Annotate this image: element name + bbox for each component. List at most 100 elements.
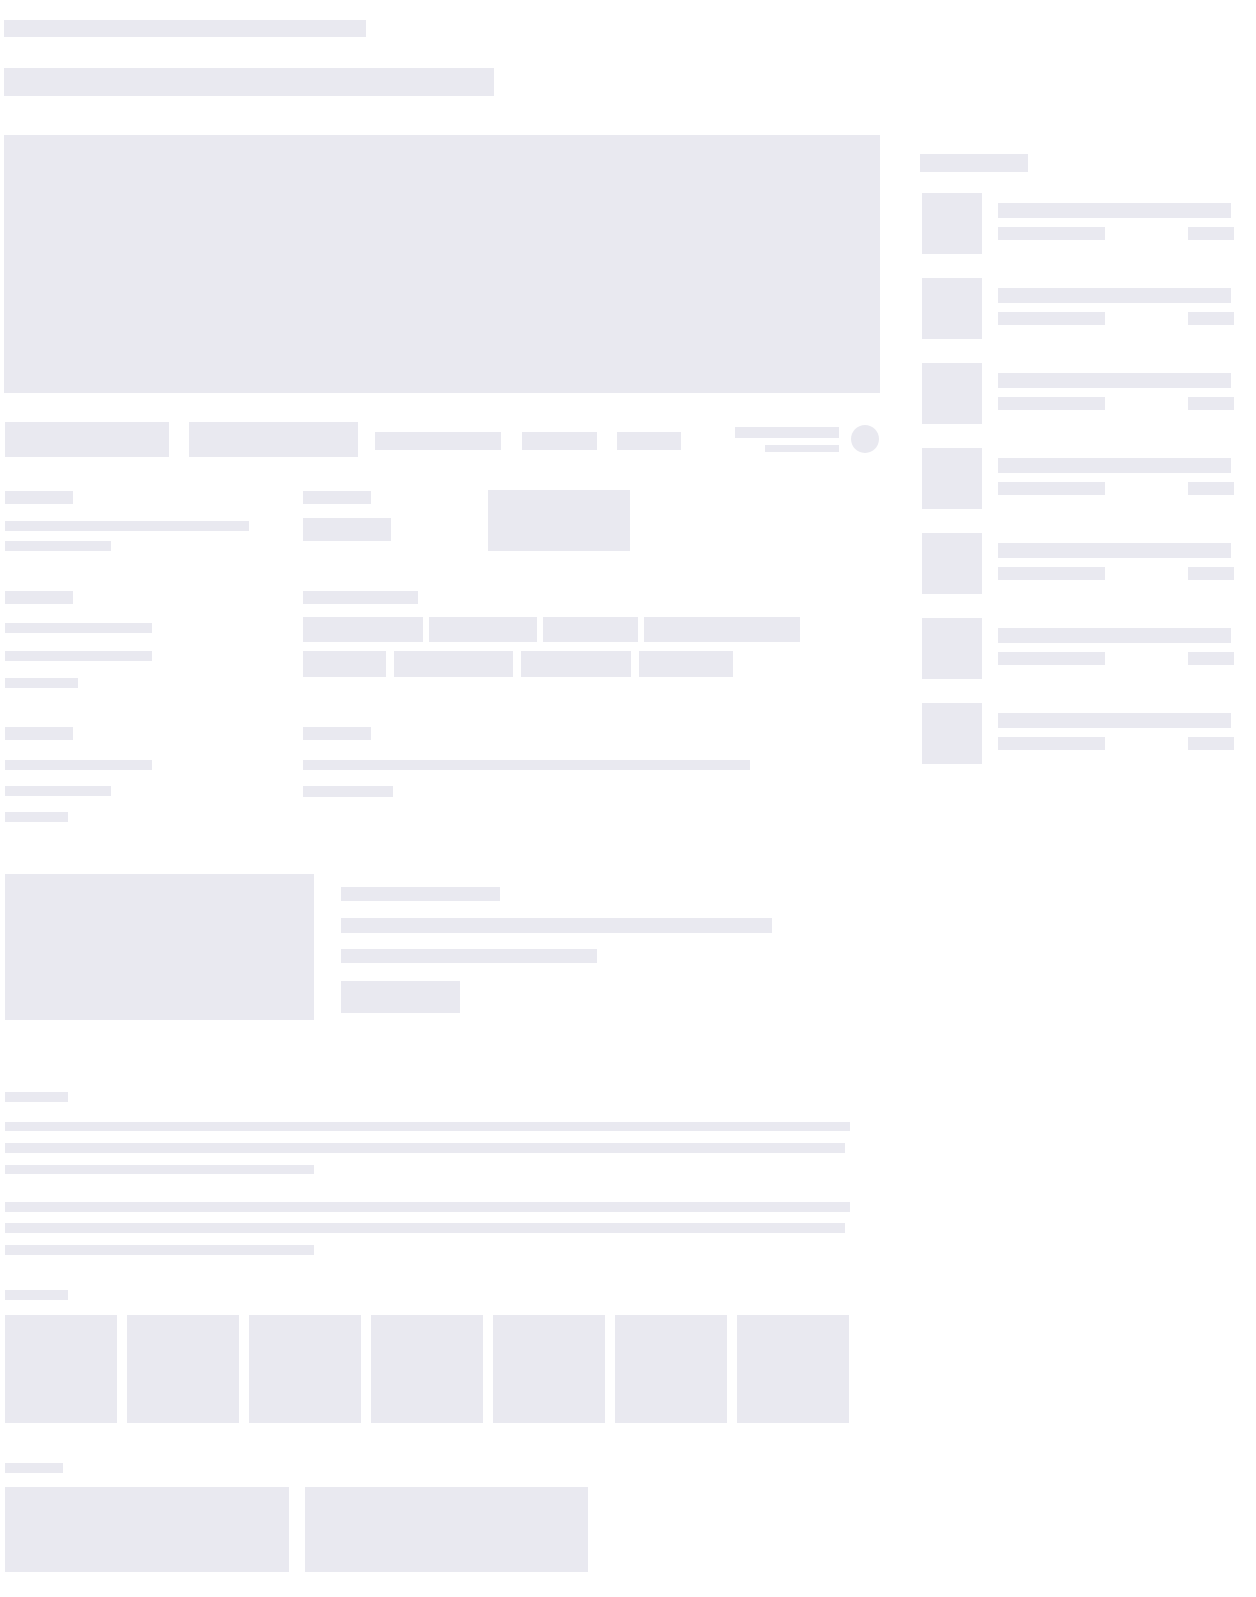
secondary-button-placeholder xyxy=(189,422,358,457)
related-thumbnail-placeholder xyxy=(922,278,982,339)
gallery-thumbnail-placeholder xyxy=(737,1315,849,1423)
related-meta-placeholder xyxy=(998,397,1105,410)
primary-button-placeholder xyxy=(5,422,169,457)
related-thumbnail-placeholder xyxy=(922,703,982,764)
tag-chip-placeholder xyxy=(429,617,537,642)
related-thumbnail-placeholder xyxy=(922,533,982,594)
card-title-placeholder xyxy=(341,887,500,901)
related-thumbnail-placeholder xyxy=(922,193,982,254)
sidebar-header-placeholder xyxy=(920,154,1028,172)
gallery-thumbnail-placeholder xyxy=(249,1315,361,1423)
gallery-thumbnail-placeholder xyxy=(5,1315,117,1423)
badge-block-placeholder xyxy=(488,490,630,551)
related-duration-placeholder xyxy=(1188,312,1234,325)
meta-line-placeholder xyxy=(303,760,750,770)
meta-line-placeholder xyxy=(5,623,152,633)
paragraph-line-placeholder xyxy=(5,1202,850,1212)
avatar-placeholder xyxy=(851,425,879,453)
tag-chip-row xyxy=(303,651,733,677)
paragraph-line-placeholder xyxy=(5,1245,314,1255)
related-thumbnail-placeholder xyxy=(922,363,982,424)
tag-chip-placeholder xyxy=(639,651,733,677)
related-thumbnail-placeholder xyxy=(922,618,982,679)
breadcrumb-placeholder xyxy=(4,20,366,37)
related-duration-placeholder xyxy=(1188,737,1234,750)
paragraph-line-placeholder xyxy=(5,1165,314,1174)
related-item-placeholder xyxy=(922,278,1237,339)
related-duration-placeholder xyxy=(1188,227,1234,240)
byline-placeholder xyxy=(735,427,839,438)
section-label-placeholder xyxy=(5,1092,68,1102)
related-title-placeholder xyxy=(998,628,1231,643)
related-title-placeholder xyxy=(998,458,1231,473)
gallery-thumbnail-placeholder xyxy=(615,1315,727,1423)
related-meta-placeholder xyxy=(998,737,1105,750)
related-list xyxy=(922,193,1237,788)
section-label-placeholder xyxy=(5,1463,63,1473)
related-meta-placeholder xyxy=(998,567,1105,580)
related-item-placeholder xyxy=(922,193,1237,254)
related-title-placeholder xyxy=(998,203,1231,218)
meta-line-placeholder xyxy=(5,760,152,770)
tag-chip-placeholder xyxy=(394,651,513,677)
related-meta-placeholder xyxy=(998,482,1105,495)
stat-bar-placeholder xyxy=(522,432,597,450)
related-duration-placeholder xyxy=(1188,567,1234,580)
gallery-thumbnail-placeholder xyxy=(371,1315,483,1423)
tag-chip-placeholder xyxy=(521,651,631,677)
paragraph-line-placeholder xyxy=(5,1122,850,1131)
meta-line-placeholder xyxy=(5,786,111,796)
related-duration-placeholder xyxy=(1188,652,1234,665)
meta-line-placeholder xyxy=(5,521,249,531)
tag-chip-placeholder xyxy=(644,617,800,642)
card-line-placeholder xyxy=(341,918,772,933)
section-label-placeholder xyxy=(303,727,371,740)
card-image-placeholder xyxy=(5,874,314,1020)
gallery-thumbnail-placeholder xyxy=(493,1315,605,1423)
related-meta-placeholder xyxy=(998,652,1105,665)
section-label-placeholder xyxy=(5,591,73,604)
tag-chip-row xyxy=(303,617,800,642)
meta-line-placeholder xyxy=(5,812,68,822)
related-meta-placeholder xyxy=(998,312,1105,325)
section-label-placeholder xyxy=(303,591,418,604)
tag-chip-placeholder xyxy=(303,617,423,642)
section-label-placeholder xyxy=(303,491,371,504)
related-item-placeholder xyxy=(922,533,1237,594)
related-meta-placeholder xyxy=(998,227,1105,240)
meta-line-placeholder xyxy=(5,541,111,551)
hero-media-placeholder xyxy=(4,135,880,393)
section-label-placeholder xyxy=(5,727,73,740)
paragraph-line-placeholder xyxy=(5,1143,845,1153)
related-item-placeholder xyxy=(922,703,1237,764)
gallery-row xyxy=(5,1315,849,1423)
section-label-placeholder xyxy=(5,491,73,504)
gallery-thumbnail-placeholder xyxy=(127,1315,239,1423)
tag-chip-placeholder xyxy=(543,617,638,642)
page-title-placeholder xyxy=(4,68,494,96)
card-line-placeholder xyxy=(341,949,597,963)
footer-card-placeholder xyxy=(5,1487,289,1572)
section-label-placeholder xyxy=(5,1290,68,1300)
card-button-placeholder xyxy=(341,981,460,1013)
related-title-placeholder xyxy=(998,288,1231,303)
related-title-placeholder xyxy=(998,713,1231,728)
footer-card-placeholder xyxy=(305,1487,588,1572)
stat-bar-placeholder xyxy=(375,432,501,450)
value-block-placeholder xyxy=(303,518,391,541)
related-duration-placeholder xyxy=(1188,482,1234,495)
byline-sub-placeholder xyxy=(765,445,839,452)
meta-line-placeholder xyxy=(303,786,393,797)
tag-chip-placeholder xyxy=(303,651,386,677)
meta-line-placeholder xyxy=(5,678,78,688)
related-title-placeholder xyxy=(998,373,1231,388)
stat-bar-placeholder xyxy=(617,432,681,450)
related-thumbnail-placeholder xyxy=(922,448,982,509)
related-duration-placeholder xyxy=(1188,397,1234,410)
related-item-placeholder xyxy=(922,448,1237,509)
related-title-placeholder xyxy=(998,543,1231,558)
related-item-placeholder xyxy=(922,618,1237,679)
meta-line-placeholder xyxy=(5,651,152,661)
paragraph-line-placeholder xyxy=(5,1223,845,1233)
